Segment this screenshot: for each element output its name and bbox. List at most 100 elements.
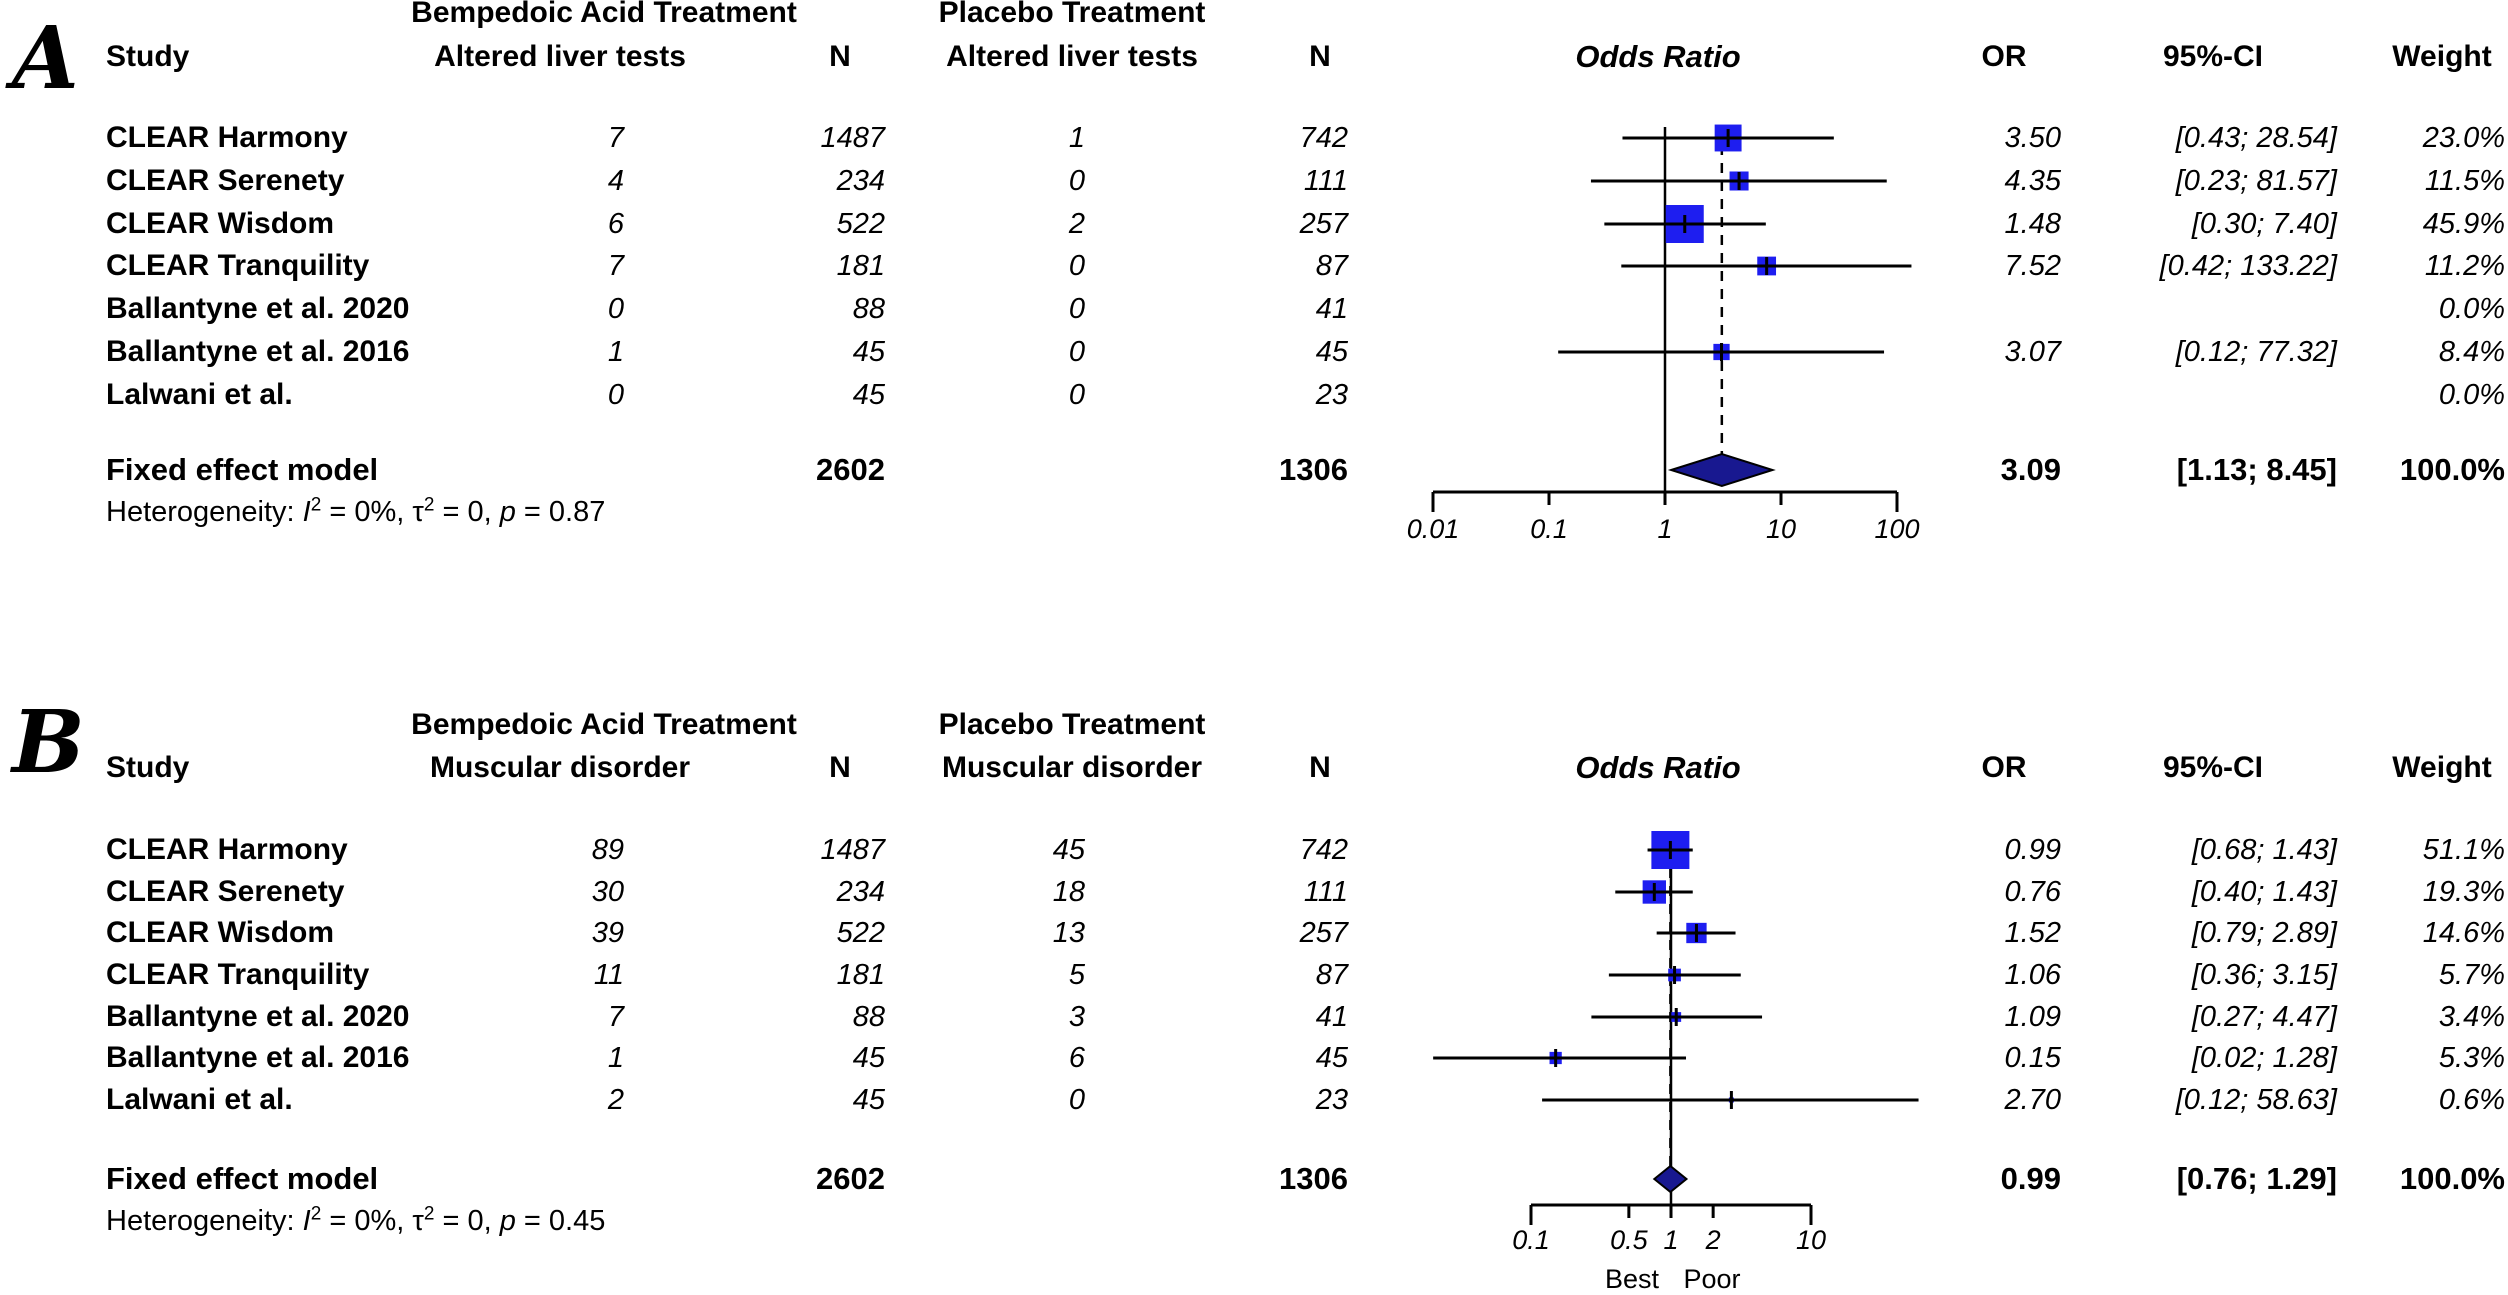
weight-value: 8.4% — [2438, 336, 2505, 368]
treatment-events: 6 — [607, 208, 624, 240]
ci-value: [0.43; 28.54] — [2175, 122, 2337, 154]
treatment-n: 522 — [836, 208, 885, 240]
heterogeneity-note: Heterogeneity: I2 = 0%, τ2 = 0, p = 0.45 — [106, 1203, 606, 1237]
placebo-events: 45 — [1052, 834, 1085, 866]
placebo-n: 742 — [1299, 122, 1348, 154]
placebo-n: 257 — [1299, 917, 1348, 949]
weight-value: 14.6% — [2422, 917, 2505, 949]
treatment-events: 2 — [607, 1084, 624, 1116]
treatment-events: 39 — [591, 917, 624, 949]
treatment-events: 4 — [607, 165, 624, 197]
placebo-events: 2 — [1068, 208, 1085, 240]
column-header-weight: Weight — [2392, 40, 2492, 73]
treatment-events: 7 — [607, 250, 624, 282]
column-header-ci: 95%-CI — [2162, 40, 2264, 73]
placebo-events: 3 — [1068, 1001, 1085, 1033]
placebo-events: 13 — [1052, 917, 1085, 949]
or-value: 0.15 — [2004, 1042, 2061, 1074]
treatment-events: 1 — [607, 336, 624, 368]
weight-value: 5.7% — [2438, 959, 2505, 991]
or-value: 1.09 — [2004, 1001, 2061, 1033]
ci-value: [0.12; 77.32] — [2175, 336, 2337, 368]
ci-value: [0.12; 58.63] — [2175, 1084, 2337, 1116]
axis-tick-label: 1 — [1663, 1225, 1678, 1255]
or-value: 7.52 — [2004, 250, 2061, 282]
treatment-events: 11 — [593, 959, 624, 991]
placebo-n: 111 — [1303, 165, 1348, 197]
pooled-weight-value: 100.0% — [2399, 452, 2505, 487]
pooled-diamond — [1652, 1164, 1689, 1194]
axis-tick-label: 0.5 — [1610, 1225, 1649, 1255]
treatment-n: 45 — [852, 1084, 885, 1116]
placebo-n: 742 — [1299, 834, 1348, 866]
treatment-n: 234 — [836, 876, 885, 908]
axis-tick-label: 10 — [1796, 1225, 1826, 1255]
placebo-n: 23 — [1315, 379, 1348, 411]
weight-value: 51.1% — [2422, 834, 2505, 866]
placebo-events: 0 — [1068, 336, 1085, 368]
treatment-events: 1 — [607, 1042, 624, 1074]
treatment-events: 7 — [607, 122, 624, 154]
pooled-or-value: 3.09 — [2000, 452, 2061, 487]
treatment-events: 0 — [607, 379, 624, 411]
weight-value: 0.0% — [2438, 293, 2505, 325]
ci-value: [0.02; 1.28] — [2191, 1042, 2337, 1074]
column-header-weight: Weight — [2392, 751, 2492, 784]
study-name: Ballantyne et al. 2020 — [106, 1000, 410, 1033]
treatment-events: 89 — [591, 834, 624, 866]
weight-value: 11.5% — [2424, 165, 2505, 197]
treatment-n: 88 — [852, 1001, 885, 1033]
pooled-treatment-n: 2602 — [816, 452, 885, 487]
column-header-placebo-events: Altered liver tests — [946, 40, 1198, 73]
placebo-events: 0 — [1068, 293, 1085, 325]
treatment-n: 45 — [852, 379, 885, 411]
placebo-n: 111 — [1303, 876, 1348, 908]
treatment-n: 1487 — [820, 122, 885, 154]
pooled-ci-value: [1.13; 8.45] — [2176, 452, 2337, 487]
or-value: 1.48 — [2004, 208, 2061, 240]
plot-title: Odds Ratio — [1575, 39, 1741, 74]
treatment-events: 30 — [591, 876, 624, 908]
weight-value: 0.0% — [2438, 379, 2505, 411]
pooled-treatment-n: 2602 — [816, 1161, 885, 1196]
pooled-placebo-n: 1306 — [1279, 452, 1348, 487]
group-header-placebo: Placebo Treatment — [938, 708, 1206, 741]
column-header-study: Study — [106, 751, 190, 784]
column-header-placebo-events: Muscular disorder — [941, 751, 1203, 784]
or-value: 1.06 — [2004, 959, 2061, 991]
pooled-model-label: Fixed effect model — [106, 452, 379, 487]
ci-value: [0.79; 2.89] — [2191, 917, 2337, 949]
placebo-n: 45 — [1315, 1042, 1348, 1074]
treatment-n: 234 — [836, 165, 885, 197]
axis-tick-label: 0.1 — [1530, 514, 1568, 544]
axis-tick-label: 0.01 — [1407, 514, 1460, 544]
group-header-placebo: Placebo Treatment — [938, 0, 1206, 29]
or-value: 0.99 — [2004, 834, 2061, 866]
axis-tick-label: 0.1 — [1512, 1225, 1550, 1255]
placebo-events: 0 — [1068, 165, 1085, 197]
pooled-diamond — [1667, 452, 1776, 488]
treatment-n: 1487 — [820, 834, 885, 866]
ci-value: [0.30; 7.40] — [2191, 208, 2337, 240]
or-value: 4.35 — [2004, 165, 2061, 197]
weight-value: 11.2% — [2424, 250, 2505, 282]
axis-tick-label: 1 — [1657, 514, 1672, 544]
ci-value: [0.68; 1.43] — [2191, 834, 2337, 866]
study-name: CLEAR Harmony — [106, 121, 348, 154]
treatment-n: 181 — [836, 959, 885, 991]
or-value: 0.76 — [2004, 876, 2061, 908]
placebo-n: 45 — [1315, 336, 1348, 368]
placebo-n: 87 — [1315, 959, 1348, 991]
column-header-placebo-n: N — [1309, 751, 1331, 784]
study-name: Lalwani et al. — [106, 378, 293, 411]
study-name: CLEAR Wisdom — [106, 916, 335, 949]
placebo-events: 18 — [1052, 876, 1085, 908]
placebo-events: 0 — [1068, 1084, 1085, 1116]
ci-value: [0.23; 81.57] — [2175, 165, 2337, 197]
pooled-weight-value: 100.0% — [2399, 1161, 2505, 1196]
study-name: CLEAR Wisdom — [106, 207, 335, 240]
study-name: CLEAR Harmony — [106, 833, 348, 866]
weight-value: 45.9% — [2422, 208, 2505, 240]
panel-b-label: B — [12, 692, 85, 793]
